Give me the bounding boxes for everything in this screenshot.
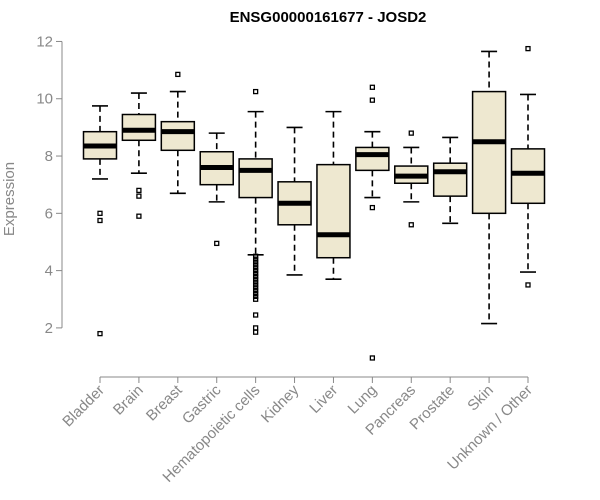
outlier-point <box>252 267 259 274</box>
outlier-point <box>369 204 376 211</box>
outlier-point <box>252 296 259 302</box>
y-axis-label: Expression <box>1 162 18 236</box>
outlier-point <box>252 290 259 297</box>
outlier-point <box>97 217 103 224</box>
outlier-point <box>97 210 103 216</box>
outlier-point <box>408 222 414 228</box>
y-tick-label: 2 <box>45 320 53 337</box>
y-tick-label: 8 <box>45 148 53 165</box>
outlier-point <box>252 282 259 288</box>
outlier-point <box>252 288 259 294</box>
outlier-point <box>252 329 259 335</box>
iqr-box <box>238 158 273 199</box>
box-group <box>121 92 157 219</box>
y-tick-label: 10 <box>36 91 53 108</box>
outlier-point <box>252 259 259 265</box>
iqr-box <box>355 146 390 172</box>
outlier-point <box>252 279 259 285</box>
x-tick-label: Lung <box>345 382 381 418</box>
y-tick-label: 6 <box>45 205 53 222</box>
box-group <box>160 71 196 195</box>
y-tick-label: 12 <box>36 33 53 50</box>
x-tick-label: Skin <box>464 382 497 415</box>
x-tick-label: Brain <box>110 382 147 419</box>
box-group <box>316 110 351 281</box>
box-group <box>355 84 390 361</box>
outlier-point <box>252 256 259 262</box>
outlier-point <box>369 355 376 361</box>
x-tick-label: Bladder <box>59 382 108 431</box>
outlier-point <box>252 253 259 259</box>
box-group <box>238 88 273 335</box>
outlier-point <box>408 130 414 136</box>
iqr-box <box>316 163 351 259</box>
outlier-point <box>252 270 259 277</box>
outlier-point <box>252 312 259 318</box>
box-group <box>199 132 234 247</box>
x-tick-label: Breast <box>143 381 186 424</box>
iqr-box <box>160 120 196 152</box>
outlier-point <box>252 293 259 300</box>
box-group <box>277 126 312 276</box>
iqr-box <box>510 148 546 205</box>
y-tick-label: 4 <box>45 263 53 280</box>
outlier-point <box>97 330 103 337</box>
box-series <box>82 45 546 361</box>
outlier-point <box>252 88 259 95</box>
outlier-point <box>525 45 531 52</box>
box-group <box>510 45 546 288</box>
box-group <box>82 105 118 337</box>
x-tick-label: Liver <box>306 382 341 417</box>
outlier-point <box>525 282 531 288</box>
outlier-point <box>252 276 259 282</box>
outlier-point <box>175 71 181 78</box>
iqr-box <box>121 113 157 142</box>
box-group <box>432 136 468 225</box>
outlier-point <box>252 325 259 331</box>
box-group <box>394 130 429 228</box>
outlier-point <box>136 213 142 219</box>
box-group <box>471 50 507 325</box>
outlier-point <box>252 273 259 279</box>
chart-title: ENSG00000161677 - JOSD2 <box>230 9 427 26</box>
outlier-point <box>214 240 220 247</box>
y-axis: 2 4 6 8 10 12 <box>36 33 63 337</box>
outlier-point <box>252 265 259 271</box>
outlier-point <box>369 97 376 103</box>
outlier-point <box>136 193 142 199</box>
outlier-point <box>252 285 259 291</box>
outlier-point <box>136 187 142 194</box>
iqr-box <box>432 162 468 197</box>
outlier-point <box>369 84 376 90</box>
x-tick-label: Kidney <box>258 381 303 426</box>
iqr-box <box>471 90 507 215</box>
outlier-point <box>252 262 259 268</box>
